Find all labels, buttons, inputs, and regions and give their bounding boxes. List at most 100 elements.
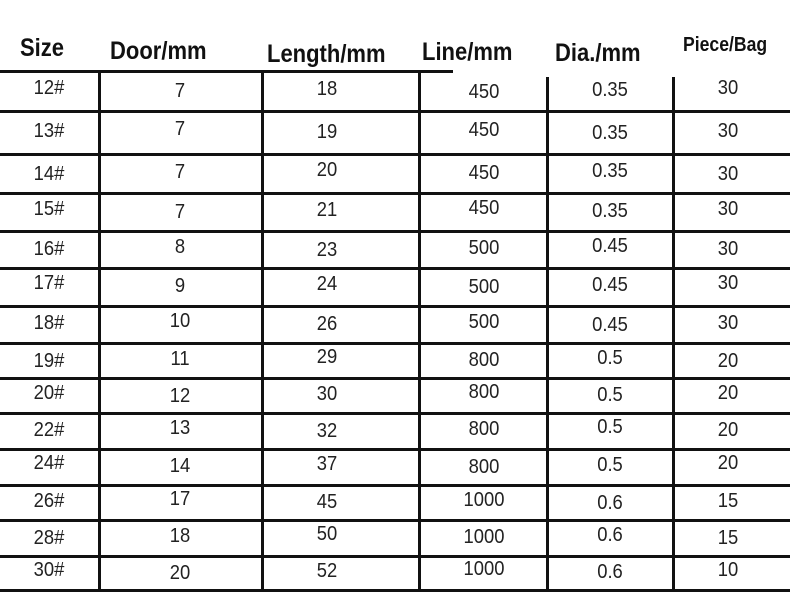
column-divider — [672, 77, 675, 591]
cell-piece-per-bag: 30 — [717, 76, 739, 99]
cell-piece-per-bag: 30 — [717, 237, 739, 260]
cell-line: 1000 — [463, 526, 505, 548]
column-divider — [261, 71, 264, 591]
column-divider — [98, 71, 101, 591]
cell-length: 26 — [316, 312, 338, 335]
cell-length: 45 — [316, 490, 338, 513]
row-divider — [0, 484, 790, 487]
cell-length: 20 — [316, 158, 338, 181]
cell-line: 800 — [468, 348, 500, 371]
cell-piece-per-bag: 15 — [717, 527, 739, 549]
cell-size: 30# — [33, 559, 65, 581]
cell-diameter: 0.45 — [592, 313, 628, 336]
cell-line: 500 — [468, 236, 500, 259]
header-line: Line/mm — [422, 38, 513, 66]
row-divider — [0, 267, 790, 270]
cell-length: 30 — [316, 382, 338, 405]
cell-door: 11 — [170, 347, 190, 370]
cell-piece-per-bag: 20 — [717, 381, 739, 404]
bottom-rule — [0, 589, 790, 592]
cell-length: 29 — [316, 345, 338, 368]
cell-diameter: 0.6 — [597, 491, 623, 514]
row-divider — [0, 153, 790, 156]
cell-size: 12# — [33, 76, 65, 99]
cell-piece-per-bag: 30 — [717, 162, 739, 185]
cell-diameter: 0.5 — [597, 346, 623, 369]
cell-door: 18 — [169, 525, 191, 547]
header-length: Length/mm — [267, 40, 386, 68]
header-door: Door/mm — [110, 37, 207, 65]
cell-door: 7 — [174, 79, 186, 102]
row-divider — [0, 305, 790, 308]
cell-piece-per-bag: 30 — [717, 198, 739, 220]
cell-line: 450 — [468, 161, 500, 184]
cell-line: 500 — [468, 276, 500, 298]
cell-piece-per-bag: 30 — [717, 272, 739, 294]
cell-line: 1000 — [463, 558, 505, 580]
row-divider — [0, 448, 790, 451]
row-divider — [0, 192, 790, 195]
cell-line: 450 — [468, 80, 500, 103]
cell-length: 19 — [316, 120, 338, 143]
cell-door: 14 — [169, 455, 191, 477]
cell-line: 450 — [468, 118, 500, 141]
header-diameter: Dia./mm — [555, 39, 641, 67]
cell-size: 28# — [33, 527, 65, 549]
cell-door: 10 — [169, 309, 191, 332]
cell-size: 22# — [33, 419, 65, 441]
cell-length: 21 — [316, 199, 338, 221]
cell-line: 450 — [468, 197, 500, 219]
cell-length: 50 — [316, 523, 338, 545]
cell-piece-per-bag: 20 — [717, 349, 739, 372]
cell-size: 14# — [33, 162, 65, 185]
row-divider — [0, 519, 790, 522]
cell-piece-per-bag: 15 — [717, 489, 739, 512]
row-divider — [0, 230, 790, 233]
cell-door: 17 — [169, 487, 191, 510]
cell-size: 26# — [33, 489, 65, 512]
cell-diameter: 0.6 — [597, 524, 623, 546]
cell-line: 500 — [468, 310, 500, 333]
cell-length: 37 — [316, 453, 338, 475]
cell-diameter: 0.45 — [592, 274, 628, 296]
cell-diameter: 0.5 — [597, 454, 623, 476]
cell-size: 19# — [33, 349, 65, 372]
row-divider — [0, 377, 790, 380]
cell-size: 18# — [33, 311, 65, 334]
header-piece-per-bag: Piece/Bag — [683, 34, 768, 56]
cell-door: 7 — [174, 160, 186, 183]
cell-size: 13# — [33, 119, 65, 142]
cell-size: 15# — [33, 198, 65, 220]
cell-door: 12 — [169, 384, 191, 407]
header-rule — [0, 70, 453, 73]
cell-piece-per-bag: 10 — [717, 559, 739, 581]
cell-length: 18 — [316, 77, 338, 100]
cell-piece-per-bag: 20 — [717, 419, 739, 441]
cell-size: 20# — [33, 381, 65, 404]
cell-piece-per-bag: 20 — [717, 452, 739, 474]
header-size: Size — [20, 34, 65, 62]
cell-piece-per-bag: 30 — [717, 119, 739, 142]
cell-diameter: 0.6 — [597, 561, 623, 583]
cell-diameter: 0.35 — [592, 200, 628, 222]
cell-door: 13 — [169, 417, 191, 439]
cell-size: 16# — [33, 237, 65, 260]
cell-length: 32 — [316, 420, 338, 442]
cell-line: 800 — [468, 418, 500, 440]
cell-diameter: 0.45 — [592, 234, 628, 257]
cell-diameter: 0.5 — [597, 416, 623, 438]
cell-length: 24 — [316, 273, 338, 295]
cell-line: 800 — [468, 456, 500, 478]
cell-door: 8 — [174, 235, 186, 258]
cell-piece-per-bag: 30 — [717, 311, 739, 334]
cell-door: 7 — [174, 201, 186, 223]
cell-line: 800 — [468, 380, 500, 403]
cell-door: 7 — [174, 117, 186, 140]
cell-line: 1000 — [463, 488, 505, 511]
cell-door: 9 — [174, 275, 186, 297]
cell-size: 24# — [33, 452, 65, 474]
column-divider — [546, 77, 549, 591]
cell-door: 20 — [169, 562, 191, 584]
row-divider — [0, 555, 790, 558]
